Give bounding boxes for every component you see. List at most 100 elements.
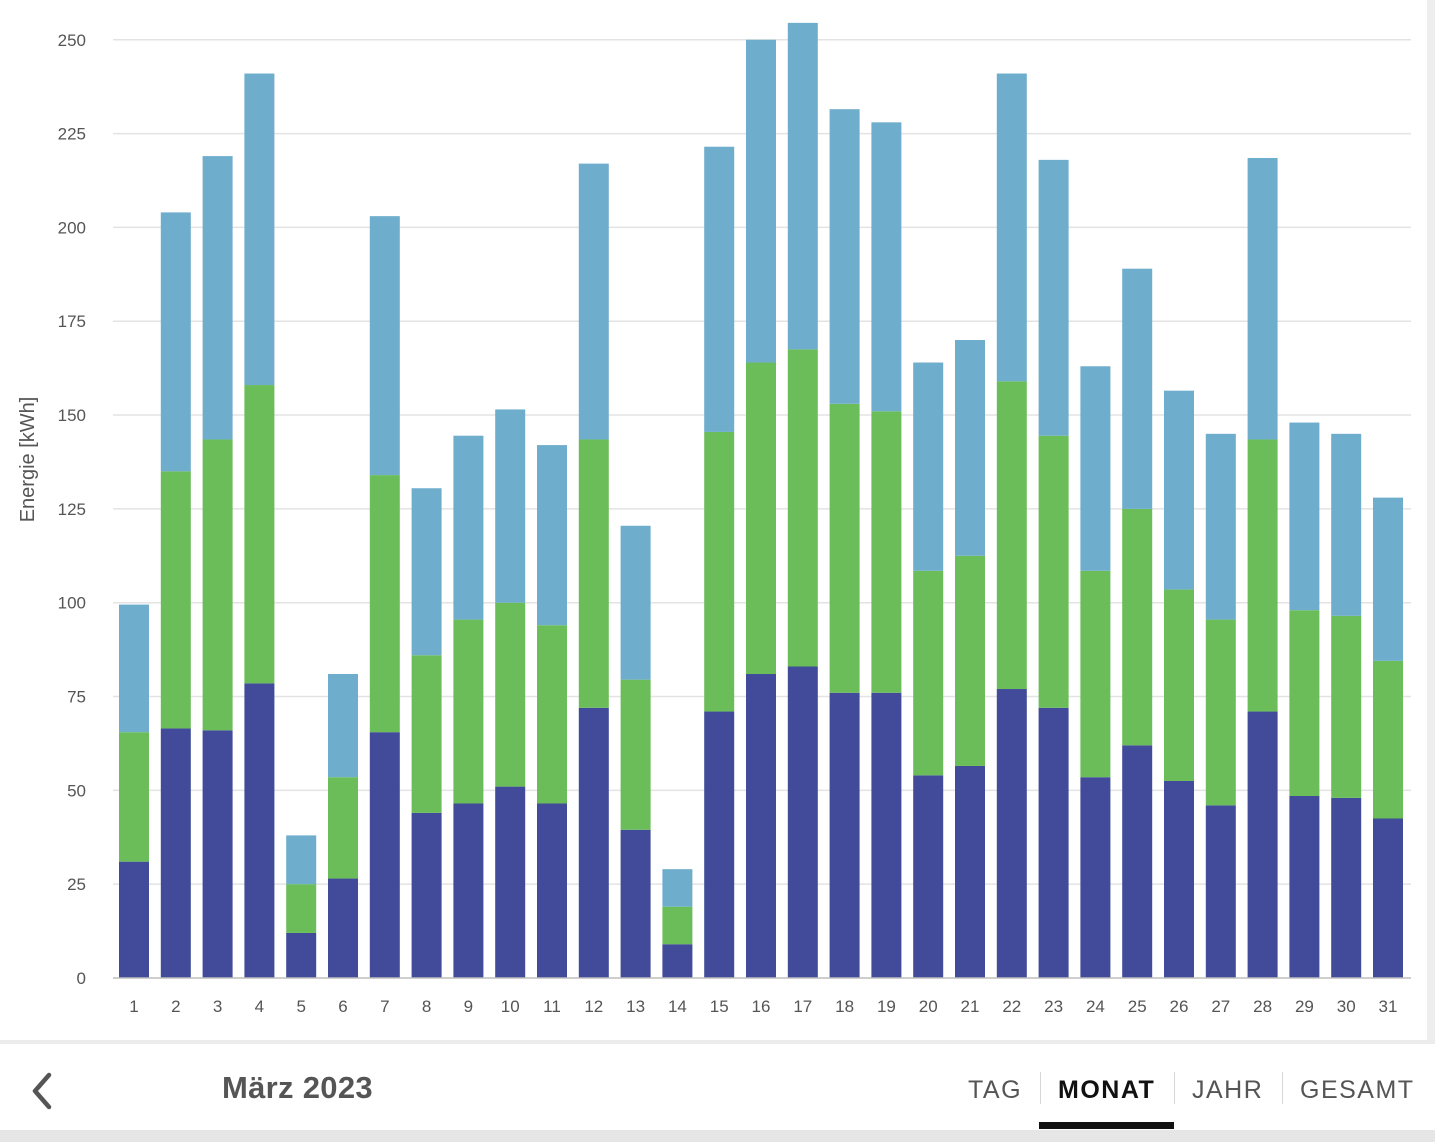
tab-tag[interactable]: TAG: [968, 1076, 1023, 1104]
bar-segment: [328, 878, 358, 978]
y-tick-label: 100: [58, 594, 86, 613]
bar-segment: [1038, 707, 1069, 978]
scroll-edge: [1427, 0, 1435, 1040]
tab-divider: [1174, 1072, 1175, 1104]
bar-segment: [829, 692, 860, 978]
bar-segment: [829, 403, 860, 693]
bar-segment: [286, 835, 317, 885]
bar-segment: [202, 156, 233, 440]
x-tick-label: 3: [213, 997, 222, 1016]
x-tick-label: 11: [543, 997, 561, 1016]
bar-segment: [746, 39, 776, 363]
bar-segment: [996, 73, 1027, 382]
x-tick-label: 28: [1253, 997, 1272, 1016]
x-tick-label: 30: [1337, 997, 1356, 1016]
bar-segment: [537, 445, 567, 626]
previous-period-button[interactable]: [22, 1068, 62, 1114]
bar-segment: [578, 163, 609, 440]
bar-segment: [955, 765, 985, 978]
bar-segment: [787, 666, 818, 978]
energy-chart: 0 25 50 75 100 125 150 175 200 225 250 Energie [kWh…: [17, 22, 1411, 1016]
y-tick-label: 225: [58, 125, 86, 144]
bar-segment: [119, 604, 149, 733]
y-tick-label: 175: [58, 312, 86, 331]
x-tick-label: 10: [501, 997, 520, 1016]
x-tick-label: 6: [338, 997, 347, 1016]
bar-segment: [244, 73, 275, 386]
bar-segment: [160, 212, 191, 472]
y-tick-label: 200: [58, 218, 86, 237]
bar-segment: [453, 803, 484, 978]
bar-segment: [1205, 805, 1236, 978]
bar-segment: [1164, 390, 1194, 590]
bar-segment: [453, 435, 484, 620]
bar-segment: [620, 679, 651, 830]
bar-segment: [537, 803, 567, 978]
bar-segment: [160, 471, 191, 729]
bar-segment: [1373, 497, 1403, 661]
bar-segment: [1122, 508, 1153, 746]
x-tick-label: 18: [835, 997, 854, 1016]
x-tick-label: 31: [1379, 997, 1398, 1016]
tab-gesamt[interactable]: GESAMT: [1300, 1076, 1415, 1104]
bar-segment: [1122, 745, 1153, 978]
y-tick-label: 25: [67, 875, 86, 894]
x-tick-label: 7: [380, 997, 389, 1016]
bar-segment: [996, 689, 1027, 978]
bar-segment: [787, 349, 818, 667]
bar-segment: [955, 340, 985, 556]
bar-segment: [286, 932, 317, 978]
bar-segment: [453, 619, 484, 804]
tab-jahr[interactable]: JAHR: [1192, 1076, 1264, 1104]
x-tick-label: 24: [1086, 997, 1105, 1016]
bar-segment: [1247, 157, 1278, 440]
bar-segment: [369, 475, 400, 733]
x-tick-label: 16: [752, 997, 771, 1016]
y-tick-label: 75: [67, 688, 86, 707]
bar-segment: [787, 22, 818, 350]
bar-segment: [119, 732, 149, 862]
bar-segment: [578, 439, 609, 708]
x-tick-label: 23: [1044, 997, 1063, 1016]
period-navigation-bar: März 2023 TAG MONAT JAHR GESAMT: [0, 1040, 1435, 1142]
bar-segment: [495, 786, 526, 978]
bar-segment: [1122, 268, 1153, 509]
bar-segment: [662, 906, 693, 945]
x-tick-label: 21: [961, 997, 980, 1016]
bar-segment: [1080, 570, 1111, 778]
bar-segment: [1080, 777, 1111, 978]
y-tick-label: 125: [58, 500, 86, 519]
tab-divider: [1282, 1072, 1283, 1104]
bar-segment: [1289, 795, 1320, 978]
bar-segment: [411, 812, 442, 978]
bar-segment: [1164, 780, 1194, 978]
x-tick-label: 29: [1295, 997, 1314, 1016]
bar-segment: [1331, 797, 1362, 978]
bar-segment: [913, 570, 944, 776]
x-tick-label: 27: [1211, 997, 1230, 1016]
bar-segment: [620, 525, 651, 680]
tab-monat[interactable]: MONAT: [1058, 1076, 1156, 1104]
bar-segment: [1164, 589, 1194, 781]
bar-segment: [746, 674, 776, 978]
bar-segment: [495, 602, 526, 787]
y-axis-title: Energie [kWh]: [17, 397, 39, 523]
bar-segment: [955, 555, 985, 766]
bar-segment: [662, 869, 693, 907]
x-tick-label: 2: [171, 997, 180, 1016]
bar-segment: [1289, 610, 1320, 796]
bar-segment: [1247, 711, 1278, 978]
bar-segment: [996, 381, 1027, 690]
bar-segment: [913, 775, 944, 978]
y-tick-label: 0: [77, 969, 86, 988]
bar-segment: [1331, 615, 1362, 798]
x-tick-label: 12: [584, 997, 603, 1016]
x-tick-label: 5: [296, 997, 305, 1016]
bar-segment: [1289, 422, 1320, 611]
bar-segment: [704, 146, 735, 432]
bar-segment: [1080, 366, 1111, 571]
y-tick-label: 50: [67, 781, 86, 800]
bar-segment: [244, 385, 275, 684]
bar-segment: [1038, 435, 1069, 708]
